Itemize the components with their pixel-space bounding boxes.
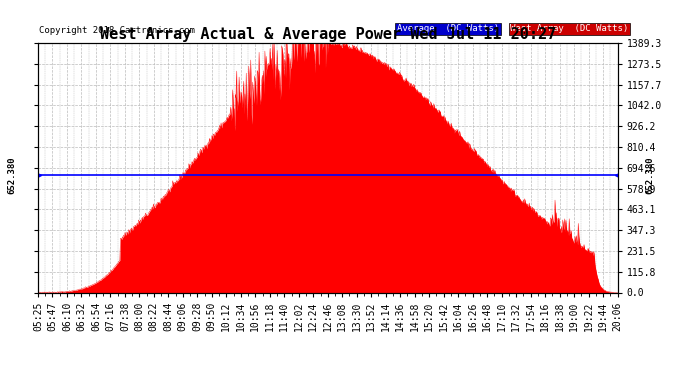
Text: 652.380: 652.380 <box>8 157 17 194</box>
Title: West Array Actual & Average Power Wed Jul 11 20:27: West Array Actual & Average Power Wed Ju… <box>99 27 556 42</box>
Text: Copyright 2018 Cartronics.com: Copyright 2018 Cartronics.com <box>39 26 195 34</box>
Text: West Array  (DC Watts): West Array (DC Watts) <box>511 24 629 33</box>
Text: 652.380: 652.380 <box>645 157 654 194</box>
Text: Average  (DC Watts): Average (DC Watts) <box>397 24 500 33</box>
